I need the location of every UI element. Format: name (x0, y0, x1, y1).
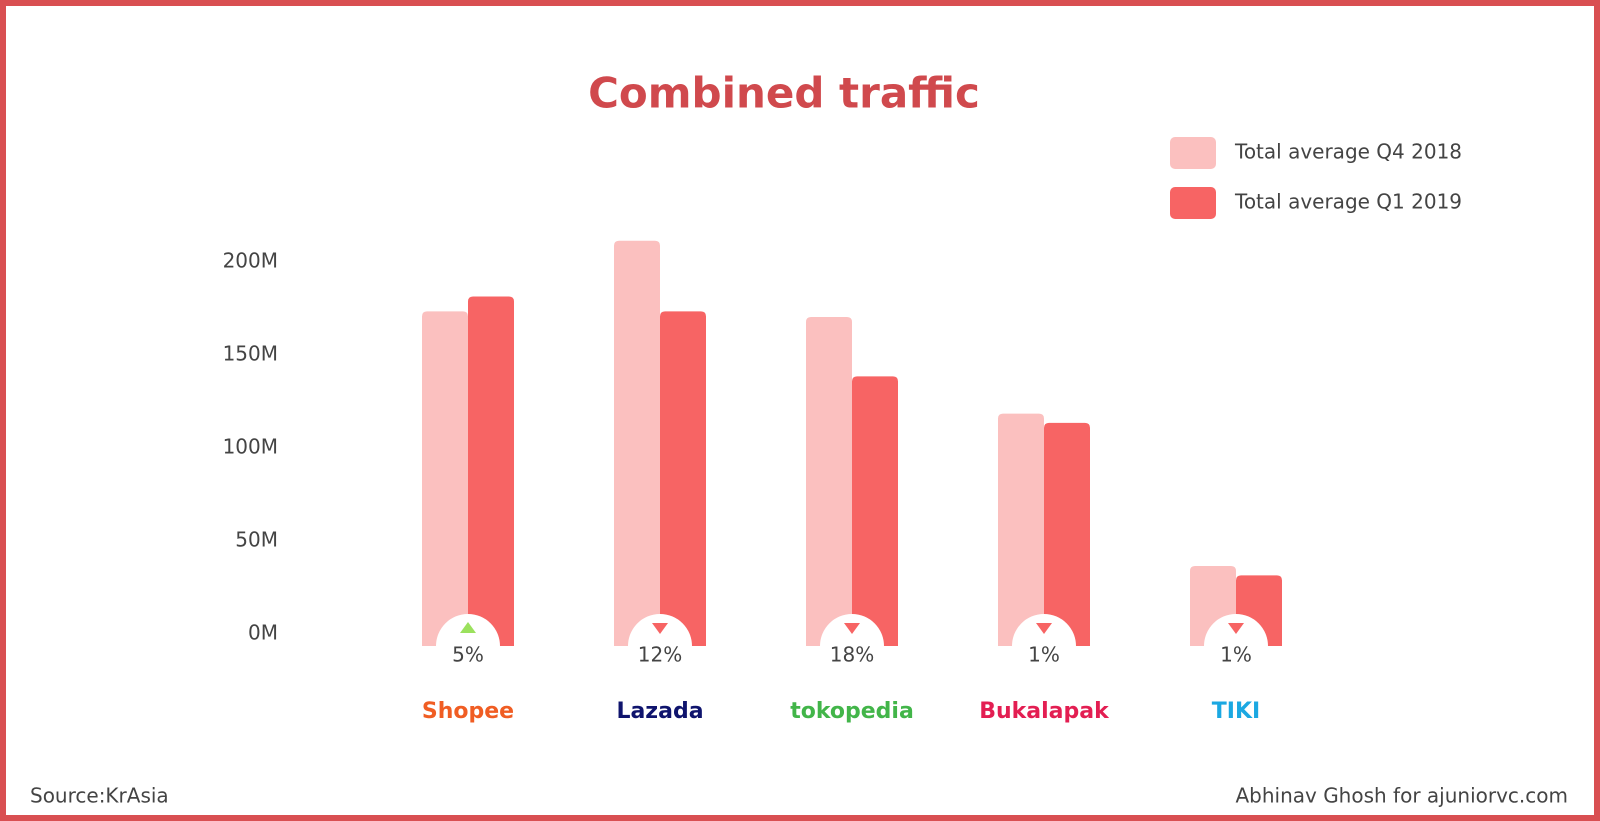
category-label: Bukalapak (979, 699, 1110, 724)
bar (422, 311, 468, 646)
credit: Abhinav Ghosh for ajuniorvc.com (1235, 784, 1568, 808)
legend-swatch (1170, 187, 1216, 219)
change-arrow (460, 622, 476, 633)
change-label: 1% (1028, 643, 1060, 667)
change-label: 12% (638, 643, 682, 667)
bar (660, 311, 706, 646)
chart-title: Combined traffic (588, 69, 980, 118)
change-label: 18% (830, 643, 874, 667)
source: Source:KrAsia (30, 784, 169, 808)
y-tick-label: 0M (248, 621, 278, 645)
y-tick-label: 50M (235, 528, 278, 552)
bar (1044, 422, 1090, 646)
y-tick-label: 200M (223, 249, 278, 273)
bar (614, 240, 660, 646)
category-label: Shopee (422, 699, 514, 724)
change-label: 5% (452, 643, 484, 667)
category-label: TIKI (1212, 699, 1260, 724)
legend-label: Total average Q4 2018 (1234, 140, 1462, 164)
y-tick-label: 150M (223, 342, 278, 366)
legend-label: Total average Q1 2019 (1234, 190, 1462, 214)
change-label: 1% (1220, 643, 1252, 667)
bar (468, 296, 514, 646)
change-arrow (1036, 623, 1052, 634)
y-tick-label: 100M (223, 435, 278, 459)
category-label: Lazada (616, 699, 703, 724)
change-arrow (844, 623, 860, 634)
change-arrow (652, 623, 668, 634)
category-label: tokopedia (790, 699, 914, 724)
bar (806, 316, 852, 646)
change-arrow (1228, 623, 1244, 634)
bar (998, 413, 1044, 646)
legend-swatch (1170, 137, 1216, 169)
bar (852, 376, 898, 646)
